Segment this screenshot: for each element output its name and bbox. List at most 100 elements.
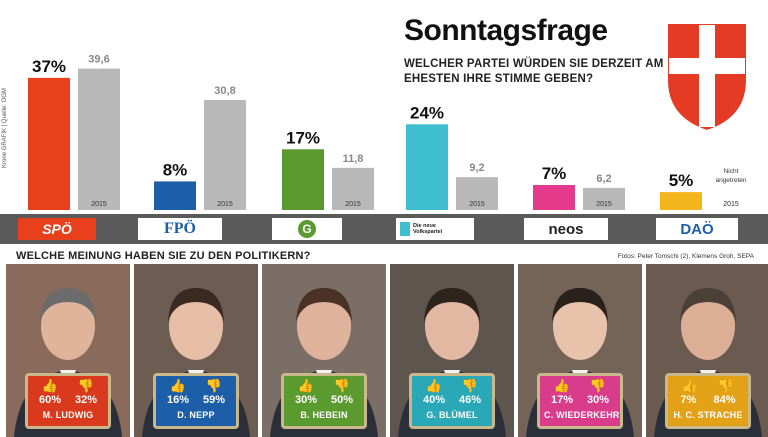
bar-2015-4: [583, 187, 625, 210]
rating-card: 👍 👎 17% 30% C. WIEDERKEHR: [537, 373, 623, 429]
rating-values: 17% 30%: [544, 394, 616, 407]
party-logo-strip: SPÖ FPÖ G Die neue Volkspartei neos DAÖ: [0, 214, 768, 244]
logo-ovp-mark: [400, 222, 410, 236]
bar-current-3: [406, 124, 448, 210]
thumbs-up-icon: 👍: [169, 378, 187, 393]
year-label-4: 2015: [596, 201, 612, 208]
politician-name: C. WIEDERKEHR: [544, 410, 620, 420]
rating-card: 👍 👎 30% 50% B. HEBEIN: [281, 373, 367, 429]
year-label-5: 2015: [723, 201, 739, 208]
politician-portrait: 👍 👎 60% 32% M. LUDWIG: [6, 264, 130, 437]
logo-fpo: FPÖ: [138, 218, 222, 240]
positive-rating: 40%: [422, 394, 446, 406]
year-label-2: 2015: [345, 201, 361, 208]
thumbs-up-icon: 👍: [41, 378, 59, 393]
negative-rating: 50%: [330, 394, 354, 406]
negative-rating: 32%: [74, 394, 98, 406]
logo-gruene: G: [272, 218, 342, 240]
data-label-2015-1: 30,8: [214, 85, 235, 97]
thumbs-up-icon: 👍: [297, 378, 315, 393]
rating-values: 40% 46%: [416, 394, 488, 407]
rating-icons: 👍 👎: [160, 378, 232, 394]
logo-neos: neos: [524, 218, 608, 240]
positive-rating: 16%: [166, 394, 190, 406]
bar-current-5: [660, 192, 702, 210]
negative-rating: 84%: [713, 394, 736, 406]
rating-values: 30% 50%: [288, 394, 360, 407]
chart-question: WELCHER PARTEI WÜRDEN SIE DERZEIT AM EHE…: [404, 58, 664, 85]
politician-name: D. NEPP: [177, 410, 215, 420]
positive-rating: 17%: [550, 394, 574, 406]
logo-gruene-text: G: [298, 220, 316, 238]
politician-name: H. C. STRACHE: [673, 410, 743, 420]
data-label-2015-4: 6,2: [596, 173, 611, 185]
rating-card: 👍 👎 60% 32% M. LUDWIG: [25, 373, 111, 429]
thumbs-down-icon: 👎: [333, 378, 351, 393]
data-label-current-3: 24%: [410, 103, 444, 122]
politician-portraits: 👍 👎 60% 32% M. LUDWIG 👍 👎 16% 59% D. NEPP 👍 👎 30% 50%…: [0, 264, 768, 437]
rating-icons: 👍 👎: [672, 378, 744, 394]
rating-icons: 👍 👎: [544, 378, 616, 394]
positive-rating: 60%: [38, 394, 62, 406]
rating-card: 👍 👎 16% 59% D. NEPP: [153, 373, 239, 429]
year-label-3: 2015: [469, 201, 485, 208]
not-running-label-0: Nicht: [724, 168, 739, 175]
logo-fpo-text: FPÖ: [164, 220, 196, 237]
rating-card: 👍 👎 7% 84% H. C. STRACHE: [665, 373, 751, 429]
data-label-current-0: 37%: [32, 57, 66, 76]
thumbs-down-icon: 👎: [205, 378, 223, 393]
rating-values: 16% 59%: [160, 394, 232, 407]
positive-rating: 30%: [294, 394, 318, 406]
data-label-current-1: 8%: [163, 160, 188, 179]
thumbs-up-icon: 👍: [425, 378, 443, 393]
bar-current-0: [28, 77, 70, 210]
bar-current-2: [282, 149, 324, 210]
data-label-current-4: 7%: [542, 164, 567, 183]
positive-rating: 7%: [680, 394, 697, 406]
data-label-current-2: 17%: [286, 128, 320, 147]
thumbs-down-icon: 👎: [717, 378, 735, 393]
politician-portrait: 👍 👎 30% 50% B. HEBEIN: [262, 264, 386, 437]
data-label-current-5: 5%: [669, 171, 694, 190]
not-running-label-1: angetreten: [715, 177, 746, 184]
rating-icons: 👍 👎: [288, 378, 360, 394]
logo-spo-text: SPÖ: [42, 221, 72, 237]
negative-rating: 46%: [458, 394, 482, 406]
bar-2015-0: [78, 68, 120, 210]
bar-current-4: [533, 185, 575, 210]
politician-portrait: 👍 👎 40% 46% G. BLÜMEL: [390, 264, 514, 437]
thumbs-up-icon: 👍: [553, 378, 571, 393]
rating-icons: 👍 👎: [416, 378, 488, 394]
chart-title: Sonntagsfrage: [404, 14, 608, 47]
rating-card: 👍 👎 40% 46% G. BLÜMEL: [409, 373, 495, 429]
bar-2015-2: [332, 167, 374, 210]
politician-name: B. HEBEIN: [300, 410, 348, 420]
politician-portrait: 👍 👎 7% 84% H. C. STRACHE: [646, 264, 768, 437]
politician-portrait: 👍 👎 16% 59% D. NEPP: [134, 264, 258, 437]
logo-dao: DAÖ: [656, 218, 738, 240]
bar-chart: 37% 39,6 2015 8% 30,8 2015 17% 11,8 2015 24% 9,2 20…: [28, 54, 747, 210]
negative-rating: 59%: [202, 394, 226, 406]
data-label-2015-2: 11,8: [343, 153, 364, 165]
year-label-1: 2015: [217, 201, 233, 208]
photo-credit: Fotos: Peter Tomschi (2), Klemens Groh, …: [617, 253, 754, 260]
data-label-2015-0: 39,6: [88, 54, 109, 66]
bar-2015-3: [456, 177, 498, 210]
year-label-0: 2015: [91, 201, 107, 208]
rating-values: 60% 32%: [32, 394, 104, 407]
thumbs-up-icon: 👍: [681, 378, 699, 393]
bar-2015-1: [204, 100, 246, 210]
politician-portrait: 👍 👎 17% 30% C. WIEDERKEHR: [518, 264, 642, 437]
rating-icons: 👍 👎: [32, 378, 104, 394]
thumbs-down-icon: 👎: [589, 378, 607, 393]
negative-rating: 30%: [586, 394, 610, 406]
thumbs-down-icon: 👎: [461, 378, 479, 393]
logo-neos-text: neos: [548, 220, 584, 238]
source-credit: Krone GRAFIK | Quelle: OGM: [2, 88, 8, 168]
bar-current-1: [154, 181, 196, 210]
logo-spo: SPÖ: [18, 218, 96, 240]
politician-name: M. LUDWIG: [42, 410, 94, 420]
logo-ovp-text: Die neue Volkspartei: [413, 223, 443, 235]
thumbs-down-icon: 👎: [77, 378, 95, 393]
